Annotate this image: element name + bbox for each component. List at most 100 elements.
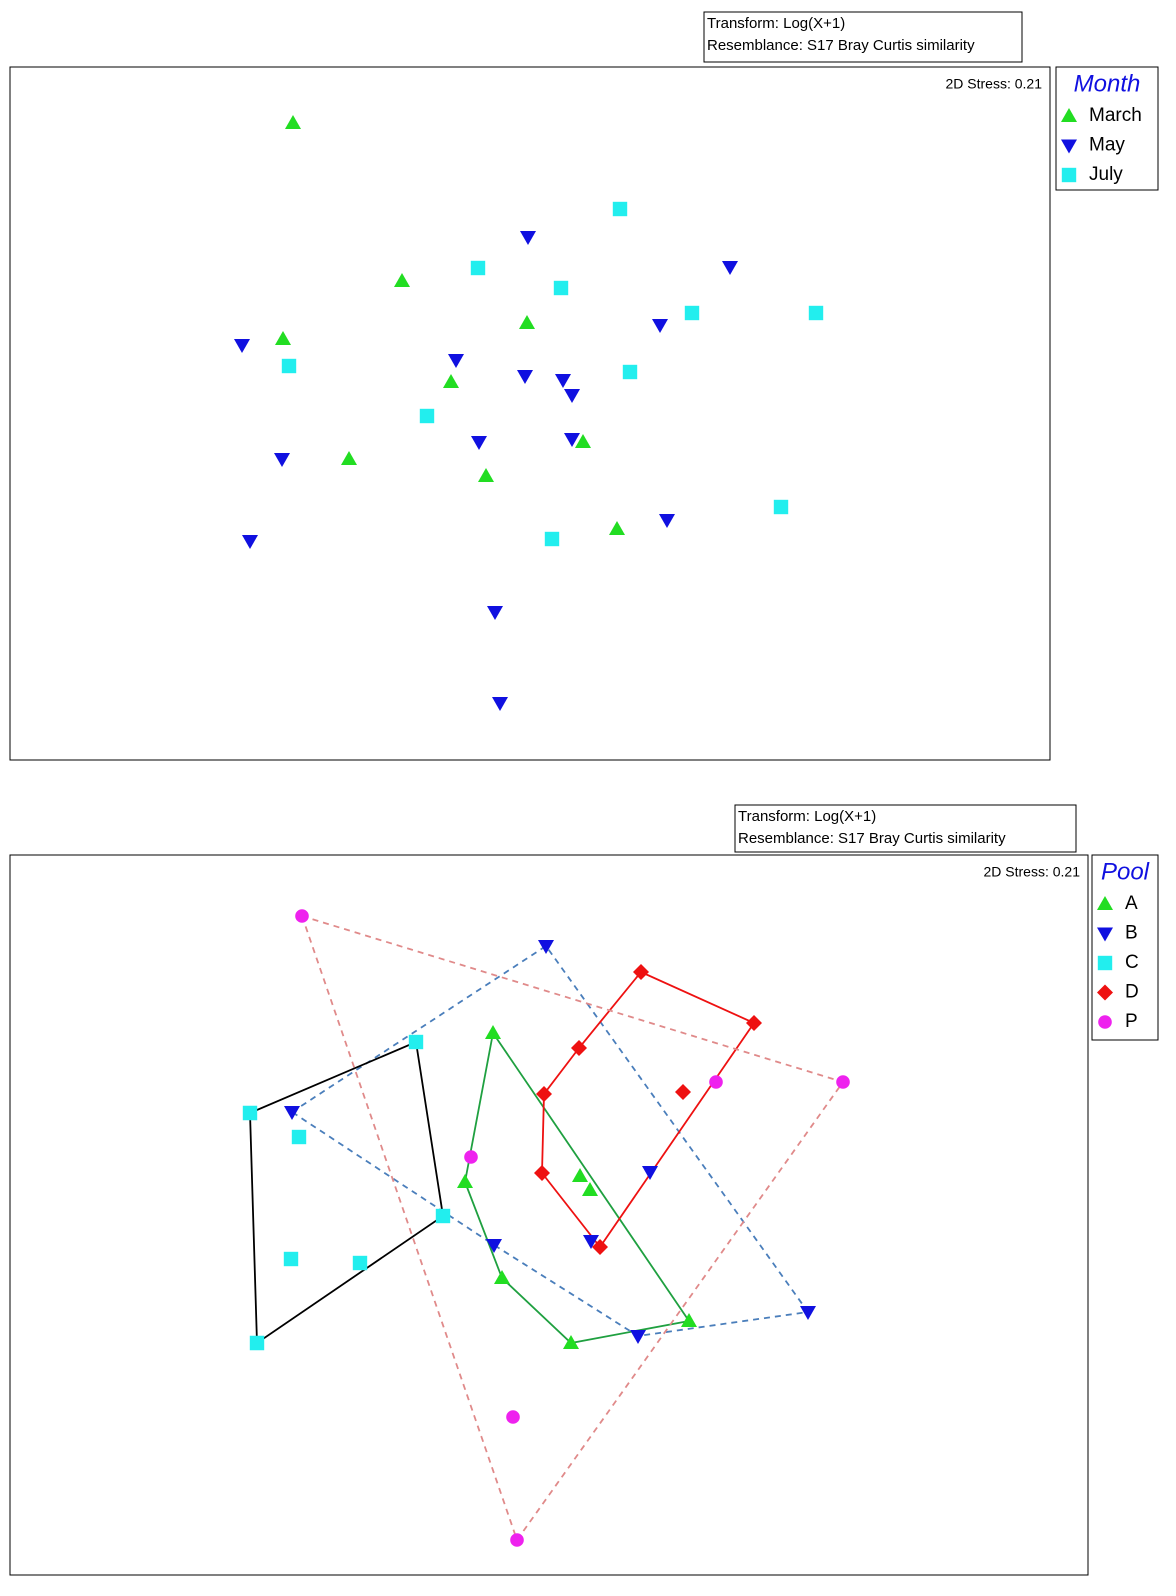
hull xyxy=(464,1030,691,1344)
point xyxy=(291,1129,307,1145)
point xyxy=(555,374,571,388)
point xyxy=(612,201,628,217)
point xyxy=(242,1105,258,1121)
point xyxy=(242,535,258,549)
point xyxy=(622,364,638,380)
point xyxy=(575,434,591,448)
legend-marker xyxy=(1097,896,1113,910)
hull xyxy=(290,944,810,1337)
point xyxy=(571,1040,587,1056)
point xyxy=(519,315,535,329)
stress-label: 2D Stress: 0.21 xyxy=(946,76,1043,92)
point xyxy=(534,1165,550,1181)
legend-title: Pool xyxy=(1101,858,1150,885)
point xyxy=(536,1086,552,1102)
point xyxy=(394,273,410,287)
point xyxy=(808,305,824,321)
point xyxy=(464,1150,478,1164)
point xyxy=(249,1335,265,1351)
hull xyxy=(541,970,756,1249)
point xyxy=(274,453,290,467)
point xyxy=(746,1015,762,1031)
info-box xyxy=(703,11,1023,63)
legend-label: D xyxy=(1125,982,1139,1003)
point xyxy=(544,531,560,547)
point xyxy=(487,606,503,620)
info-text: Transform: Log(X+1) xyxy=(707,15,845,32)
point xyxy=(506,1410,520,1424)
point xyxy=(582,1182,598,1196)
legend-label: May xyxy=(1089,135,1125,156)
info-box xyxy=(734,804,1077,853)
plot-frame xyxy=(9,854,1089,1576)
legend-label: July xyxy=(1089,164,1123,185)
legend-marker xyxy=(1097,955,1113,971)
legend-marker xyxy=(1097,984,1113,1001)
legend-marker xyxy=(1097,927,1113,942)
point xyxy=(633,964,649,980)
point xyxy=(471,436,487,450)
point xyxy=(275,331,291,345)
info-text: Resemblance: S17 Bray Curtis similarity xyxy=(707,37,975,54)
point xyxy=(609,521,625,535)
point xyxy=(800,1306,816,1320)
point xyxy=(517,370,533,384)
point xyxy=(684,305,700,321)
point xyxy=(592,1239,608,1255)
legend-label: P xyxy=(1125,1011,1138,1032)
point xyxy=(341,451,357,465)
point xyxy=(284,1106,300,1120)
point xyxy=(283,1251,299,1267)
legend-marker xyxy=(1061,108,1077,122)
point xyxy=(836,1075,850,1089)
point xyxy=(520,231,536,245)
point xyxy=(642,1166,658,1180)
stress-label: 2D Stress: 0.21 xyxy=(984,864,1081,880)
legend-label: C xyxy=(1125,952,1139,973)
point xyxy=(234,339,250,353)
point xyxy=(443,374,459,388)
point xyxy=(564,433,580,447)
point xyxy=(295,909,309,923)
legend-marker xyxy=(1061,139,1077,154)
info-text: Resemblance: S17 Bray Curtis similarity xyxy=(738,830,1006,847)
point xyxy=(281,358,297,374)
legend-marker xyxy=(1061,167,1077,183)
point xyxy=(652,319,668,333)
point xyxy=(486,1239,502,1253)
point xyxy=(510,1533,524,1547)
point xyxy=(630,1330,646,1344)
point xyxy=(563,1335,579,1349)
point xyxy=(709,1075,723,1089)
point xyxy=(352,1255,368,1271)
legend-title: Month xyxy=(1074,70,1141,97)
legend-marker xyxy=(1098,1015,1112,1029)
point xyxy=(494,1270,510,1284)
point xyxy=(553,280,569,296)
point xyxy=(681,1313,697,1327)
point xyxy=(675,1084,691,1100)
point xyxy=(492,697,508,711)
point xyxy=(485,1025,501,1039)
legend-box xyxy=(1091,854,1159,1041)
point xyxy=(583,1235,599,1249)
point xyxy=(408,1034,424,1050)
point xyxy=(478,468,494,482)
legend-label: A xyxy=(1125,893,1138,914)
info-text: Transform: Log(X+1) xyxy=(738,808,876,825)
point xyxy=(435,1208,451,1224)
legend-label: March xyxy=(1089,105,1142,126)
point xyxy=(538,940,554,954)
hull xyxy=(300,914,845,1542)
point xyxy=(773,499,789,515)
point xyxy=(457,1174,473,1188)
point xyxy=(572,1168,588,1182)
point xyxy=(419,408,435,424)
point xyxy=(564,389,580,403)
plot-frame xyxy=(9,66,1051,761)
legend-label: B xyxy=(1125,923,1138,944)
point xyxy=(448,354,464,368)
point xyxy=(470,260,486,276)
